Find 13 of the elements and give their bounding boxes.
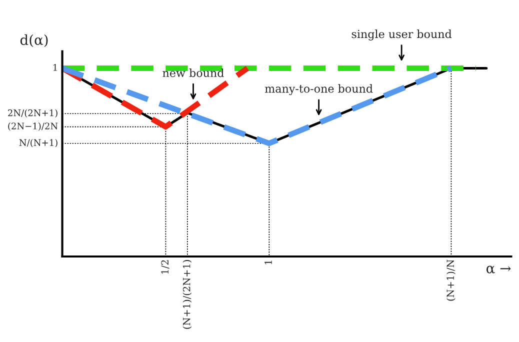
- annotation: new bound: [162, 68, 224, 78]
- annotation: single user bound: [352, 30, 452, 40]
- x-tick-label: 1/2: [161, 260, 170, 274]
- annotation: 2N/(2N+1): [8, 109, 58, 118]
- y-axis-title: d(α): [20, 34, 48, 48]
- x-axis-title: α →: [486, 266, 511, 274]
- annotation: many-to-one bound: [264, 84, 373, 96]
- x-tick-label: (N+1)/(2N+1): [182, 260, 192, 329]
- annotation: (2N−1)/2N: [8, 122, 58, 131]
- x-tick-label: 1: [264, 260, 272, 264]
- x-tick-label: (N+1)/N: [446, 260, 456, 301]
- annotation: N/(N+1): [19, 138, 58, 148]
- annotation: 1: [53, 64, 57, 71]
